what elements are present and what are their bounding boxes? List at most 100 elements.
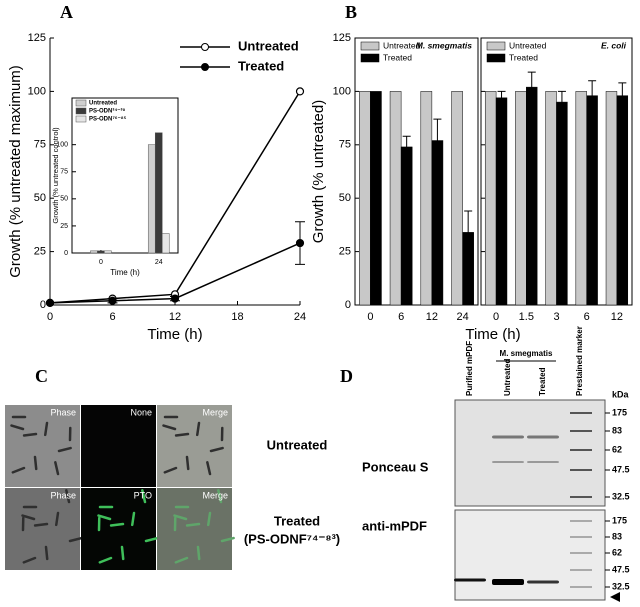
lane-label: Treated <box>538 367 547 396</box>
legend-marker <box>201 63 209 71</box>
legend-swatch <box>360 41 380 51</box>
legend-marker <box>201 43 209 51</box>
y-tick-label: 100 <box>56 142 68 149</box>
y-tick-label: 100 <box>333 85 351 97</box>
cell <box>209 446 224 453</box>
cell <box>173 514 188 521</box>
micrograph <box>81 405 156 487</box>
legend-label: Untreated <box>383 40 421 50</box>
legend-label: Treated <box>383 52 412 62</box>
protein-band <box>454 578 486 582</box>
bar <box>484 91 497 306</box>
bar <box>431 140 444 306</box>
micrograph <box>81 488 156 570</box>
x-tick-label: 24 <box>294 311 306 323</box>
unit-label: kDa <box>612 389 630 399</box>
blot-label: anti-mPDF <box>362 518 427 533</box>
bar <box>389 91 402 306</box>
panel-letter: D <box>340 366 353 386</box>
cell <box>109 522 125 527</box>
cell <box>54 461 60 476</box>
bar <box>154 132 163 254</box>
cell <box>68 536 83 543</box>
bar <box>545 91 557 306</box>
row-label: Treated <box>274 513 320 528</box>
cell <box>185 455 190 471</box>
axes <box>49 38 300 306</box>
lane-label: Purified mPDF <box>465 341 474 396</box>
bar <box>605 91 618 306</box>
cell <box>44 545 49 561</box>
row-label: Untreated <box>267 437 328 452</box>
x-tick-label: 6 <box>398 311 404 323</box>
marker-label: 175 <box>612 515 627 525</box>
y-axis-label: Growth (% untreated control) <box>51 127 60 224</box>
cell <box>131 511 136 527</box>
x-axis-label: Time (h) <box>147 326 202 343</box>
legend-swatch <box>75 107 87 115</box>
bar <box>104 250 112 254</box>
point <box>295 238 305 248</box>
y-tick-label: 50 <box>339 192 351 204</box>
bar <box>586 95 598 306</box>
cell <box>206 461 212 476</box>
lane-label: Untreated <box>503 359 512 396</box>
cell <box>185 522 201 527</box>
row-label: (PS-ODNF⁷⁴⁻⁸³) <box>244 531 340 546</box>
legend-label: Untreated <box>509 40 547 50</box>
arrowhead <box>610 592 620 602</box>
bar <box>147 144 156 254</box>
legend-label: PS-ODN³⁴⁻³⁹ <box>89 108 125 115</box>
point <box>108 296 117 305</box>
y-tick-label: 75 <box>34 139 46 151</box>
bar <box>370 91 382 306</box>
cell <box>196 545 201 561</box>
x-tick-label: 6 <box>109 311 115 323</box>
group-label: M. smegmatis <box>500 349 553 358</box>
cell <box>22 432 38 437</box>
marker-label: 47.5 <box>612 464 630 474</box>
y-axis-label: Growth (% untreated maximum) <box>7 65 24 278</box>
cell <box>220 536 235 543</box>
y-tick-label: 25 <box>60 223 68 230</box>
y-tick-label: 125 <box>28 32 46 44</box>
bar <box>515 91 527 306</box>
x-tick-label: 0 <box>493 311 499 323</box>
series-line <box>49 91 301 304</box>
x-tick-label: 12 <box>169 311 181 323</box>
bar <box>526 86 538 306</box>
y-tick-label: 75 <box>60 169 68 176</box>
y-tick-label: 25 <box>339 246 351 258</box>
marker-label: 83 <box>612 531 622 541</box>
image-label: Phase <box>50 490 76 500</box>
panel-letter: A <box>60 2 73 22</box>
cell <box>141 489 147 504</box>
protein-band <box>527 461 559 463</box>
legend-swatch <box>360 53 380 63</box>
x-tick-label: 24 <box>155 259 163 266</box>
bar <box>575 91 587 306</box>
marker-label: 83 <box>612 425 622 435</box>
plot-frame <box>71 97 179 254</box>
legend-label: Untreated <box>89 101 117 107</box>
plot-frame <box>354 37 479 306</box>
panel-letter: C <box>35 366 48 386</box>
micrograph <box>157 405 232 487</box>
x-tick-label: 3 <box>553 311 559 323</box>
image-label: Merge <box>202 490 228 500</box>
y-tick-label: 75 <box>339 139 351 151</box>
cell <box>120 545 125 561</box>
blot <box>454 399 606 507</box>
y-tick-label: 0 <box>40 299 46 311</box>
bar <box>616 95 629 306</box>
marker-label: 62 <box>612 444 622 454</box>
y-tick-label: 25 <box>34 246 46 258</box>
cell <box>196 421 201 437</box>
y-tick-label: 50 <box>60 196 68 203</box>
lane-label: Prestained marker <box>575 326 584 396</box>
cell <box>33 522 49 527</box>
legend-label: PS-ODN⁷⁶⁻⁸⁵ <box>89 117 127 123</box>
x-axis-label: Time (h) <box>110 268 140 277</box>
cell <box>11 466 26 474</box>
